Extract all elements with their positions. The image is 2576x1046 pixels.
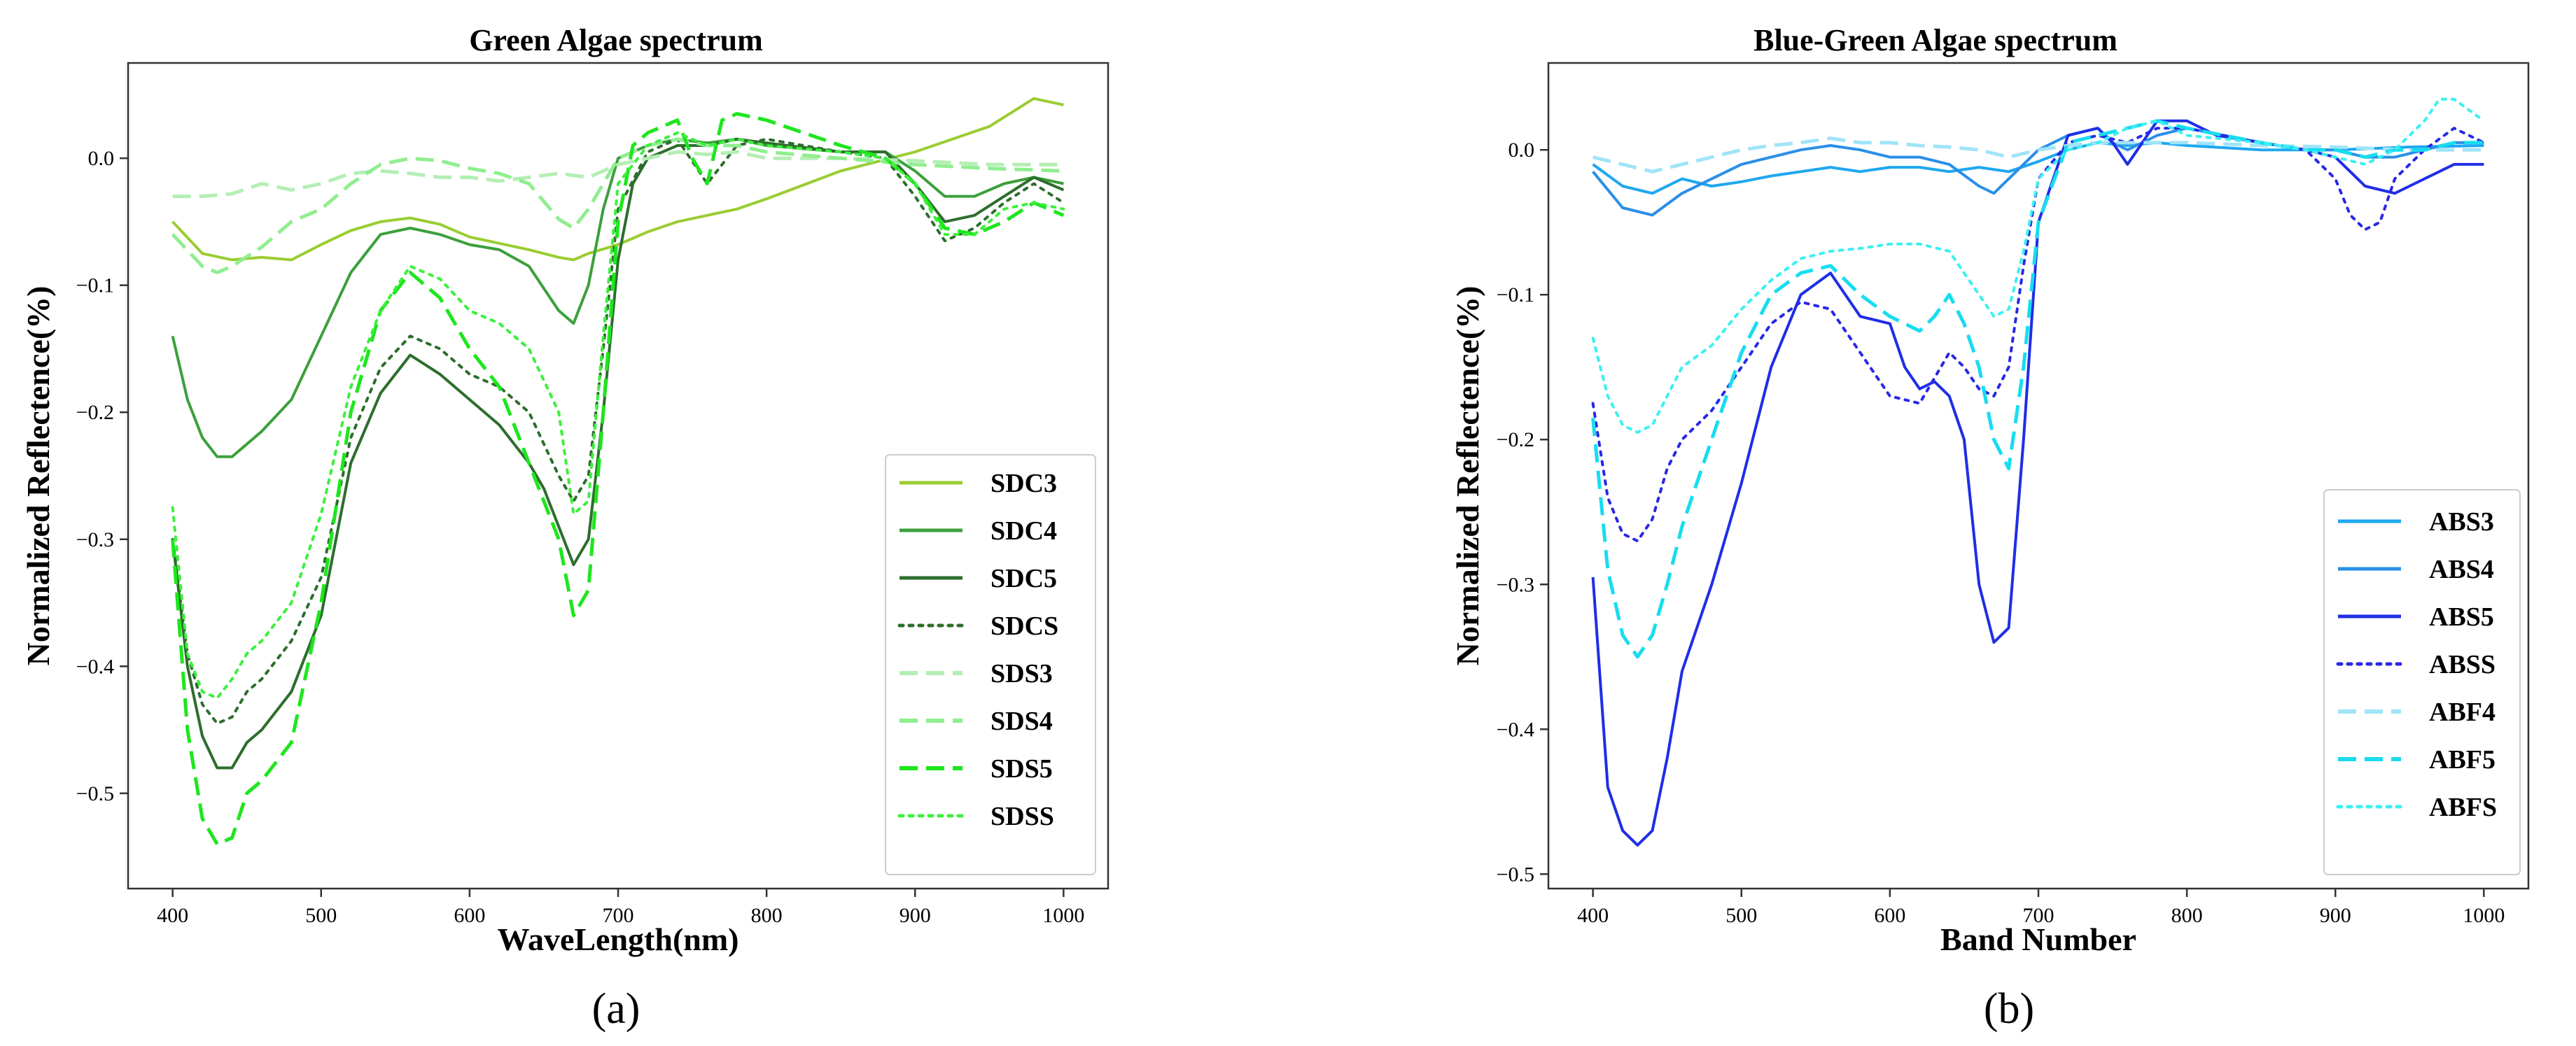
chart-green-algae: Green Algae spectrum 400 500 600 700 800 900 1… bbox=[20, 23, 1110, 1033]
legend-frame bbox=[2323, 489, 2521, 875]
legend-label: SDC3 bbox=[990, 469, 1057, 498]
legend-label: ABFS bbox=[2429, 793, 2497, 822]
series-line-abf4 bbox=[1592, 136, 2484, 174]
y-tick-label: −0.1 bbox=[76, 274, 114, 297]
legend-label: SDCS bbox=[990, 612, 1058, 641]
panel-label: (a) bbox=[592, 985, 640, 1033]
series-layer bbox=[171, 97, 1065, 846]
x-tick-label: 1000 bbox=[2463, 904, 2505, 927]
x-tick-label: 500 bbox=[305, 904, 337, 927]
x-tick-label: 500 bbox=[1726, 904, 1757, 927]
x-tick-label: 1000 bbox=[1042, 904, 1084, 927]
y-tick-label: −0.4 bbox=[1497, 718, 1534, 741]
legend-label: SDSS bbox=[990, 802, 1054, 831]
x-tick-label: 400 bbox=[157, 904, 188, 927]
series-line-abss bbox=[1591, 127, 2486, 543]
x-tick-label: 900 bbox=[2320, 904, 2351, 927]
x-tick-label: 700 bbox=[2023, 904, 2054, 927]
series-line-sds3 bbox=[172, 150, 1064, 199]
legend-label: ABS5 bbox=[2429, 602, 2494, 632]
legend-label: SDS3 bbox=[990, 659, 1053, 688]
x-tick-label: 800 bbox=[751, 904, 783, 927]
y-tick-label: −0.3 bbox=[76, 528, 114, 551]
chart-title: Green Algae spectrum bbox=[469, 23, 763, 57]
series-line-sdcs bbox=[171, 137, 1065, 725]
y-tick-label: 0.0 bbox=[1508, 139, 1535, 162]
legend: ABS3 ABS4 ABS5 ABSS ABF4 ABF5 ABFS bbox=[2323, 489, 2521, 875]
legend-label: ABS3 bbox=[2429, 507, 2494, 537]
x-axis-label: Band Number bbox=[1940, 921, 2136, 957]
y-axis-label: Normalized Reflectence(%) bbox=[20, 286, 56, 666]
x-tick-label: 700 bbox=[603, 904, 634, 927]
chart-blue-green-algae: Blue-Green Algae spectrum 400 500 600 700 80… bbox=[1450, 23, 2530, 1033]
legend-label: SDS5 bbox=[990, 754, 1053, 784]
y-tick-label: −0.1 bbox=[1497, 283, 1534, 306]
series-line-sds4 bbox=[171, 137, 1064, 274]
y-tick-label: −0.2 bbox=[76, 401, 114, 424]
y-tick-label: −0.5 bbox=[1497, 863, 1534, 886]
legend-label: ABF4 bbox=[2429, 698, 2496, 727]
y-tick-label: −0.3 bbox=[1497, 573, 1534, 596]
y-tick-label: −0.5 bbox=[76, 782, 114, 805]
y-axis-label: Normalized Reflectence(%) bbox=[1450, 286, 1485, 666]
legend-label: ABSS bbox=[2429, 650, 2496, 679]
x-tick-label: 600 bbox=[1874, 904, 1905, 927]
chart-title: Blue-Green Algae spectrum bbox=[1754, 23, 2118, 57]
y-tick-label: −0.2 bbox=[1497, 428, 1534, 451]
y-axis: −0.5 −0.4 −0.3 −0.2 −0.1 0.0 bbox=[1497, 139, 1548, 886]
series-line-sdc4 bbox=[171, 137, 1064, 458]
legend-label: SDC4 bbox=[990, 516, 1057, 546]
series-line-abs3 bbox=[1592, 141, 2484, 195]
series-line-sdss bbox=[171, 131, 1065, 700]
x-tick-label: 900 bbox=[899, 904, 931, 927]
legend-label: SDC5 bbox=[990, 564, 1057, 593]
x-axis-label: WaveLength(nm) bbox=[498, 921, 739, 957]
legend: SDC3 SDC4 SDC5 SDCS SDS3 SDS4 SDS5 SDSS bbox=[885, 454, 1096, 875]
y-tick-label: 0.0 bbox=[88, 147, 115, 170]
panel-label: (b) bbox=[1984, 985, 2034, 1033]
series-line-sdc3 bbox=[172, 97, 1064, 262]
x-axis: 400 500 600 700 800 900 1000 bbox=[157, 889, 1084, 927]
x-axis: 400 500 600 700 800 900 1000 bbox=[1577, 889, 2505, 927]
x-tick-label: 800 bbox=[2171, 904, 2203, 927]
y-tick-label: −0.4 bbox=[76, 655, 114, 678]
series-layer bbox=[1591, 97, 2486, 847]
legend-label: ABS4 bbox=[2429, 555, 2494, 584]
legend-label: SDS4 bbox=[990, 707, 1053, 736]
series-line-abf5 bbox=[1591, 119, 2484, 659]
x-tick-label: 400 bbox=[1577, 904, 1609, 927]
x-tick-label: 600 bbox=[454, 904, 485, 927]
y-axis: −0.5 −0.4 −0.3 −0.2 −0.1 0.0 bbox=[76, 147, 128, 805]
legend-label: ABF5 bbox=[2429, 745, 2496, 775]
series-line-sdc5 bbox=[171, 137, 1065, 770]
series-line-abfs bbox=[1591, 97, 2486, 434]
